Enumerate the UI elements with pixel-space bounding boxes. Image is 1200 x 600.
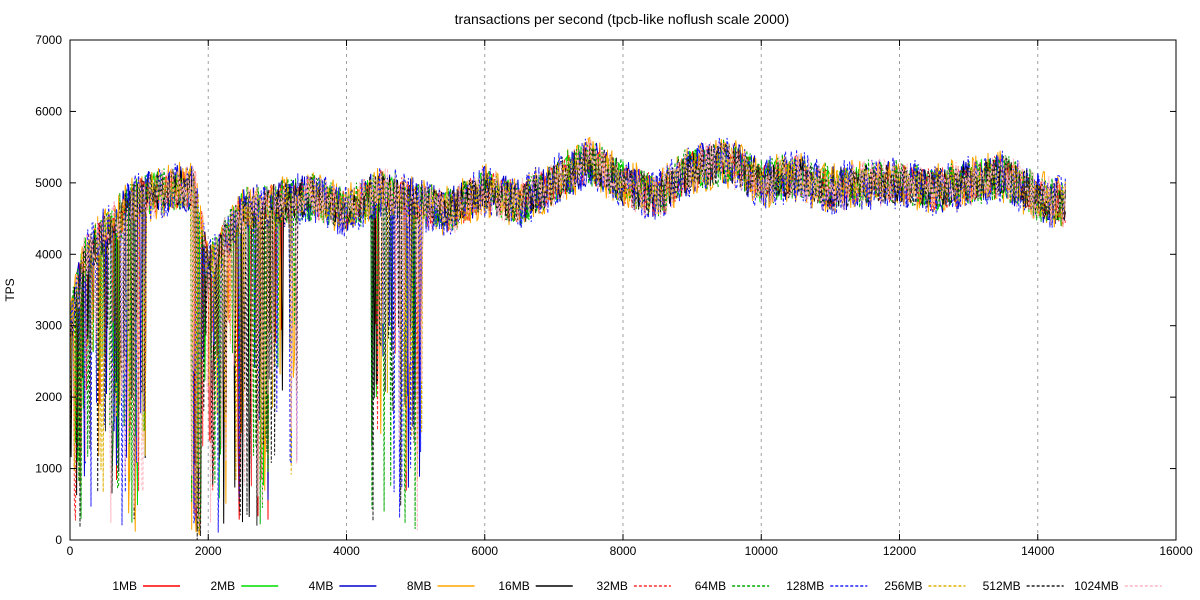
x-tick-label-1: 2000 [195, 544, 222, 558]
series-line-512MB [69, 141, 1066, 540]
legend-label-256MB: 256MB [884, 579, 922, 593]
x-tick-label-7: 14000 [1021, 544, 1055, 558]
y-axis-label: TPS [3, 278, 17, 301]
x-tick-label-2: 4000 [333, 544, 360, 558]
y-tick-label-5: 5000 [35, 176, 62, 190]
series-line-128MB [69, 137, 1066, 533]
legend-label-1024MB: 1024MB [1074, 579, 1119, 593]
series-line-256MB [69, 146, 1066, 532]
y-tick-label-1: 1000 [35, 462, 62, 476]
y-tick-label-3: 3000 [35, 319, 62, 333]
legend-label-128MB: 128MB [786, 579, 824, 593]
x-tick-label-0: 0 [67, 544, 74, 558]
y-tick-label-0: 0 [55, 533, 62, 547]
legend-label-4MB: 4MB [309, 579, 334, 593]
legend: 1MB 2MB 4MB 8MB 16MB 32MB 64MB 128MB 256MB 512MB 1… [112, 579, 1162, 593]
y-tick-label-6: 6000 [35, 104, 62, 118]
legend-label-64MB: 64MB [695, 579, 726, 593]
x-tick-label-5: 10000 [745, 544, 779, 558]
series-line-64MB [69, 138, 1066, 532]
chart-title: transactions per second (tpcb-like noflu… [455, 11, 790, 27]
x-tick-label-4: 8000 [610, 544, 637, 558]
legend-label-8MB: 8MB [407, 579, 432, 593]
y-tick-label-7: 7000 [35, 33, 62, 47]
legend-label-32MB: 32MB [597, 579, 628, 593]
y-tick-label-2: 2000 [35, 390, 62, 404]
series-line-32MB [69, 141, 1066, 525]
legend-label-512MB: 512MB [983, 579, 1021, 593]
legend-label-16MB: 16MB [498, 579, 529, 593]
x-tick-label-6: 12000 [883, 544, 917, 558]
axis-ticks: 0 2000 4000 6000 8000 10000 12000 14000 16000 0 10… [35, 33, 1193, 558]
y-tick-label-4: 4000 [35, 247, 62, 261]
legend-label-1MB: 1MB [112, 579, 137, 593]
x-tick-label-3: 6000 [471, 544, 498, 558]
series-layer [69, 136, 1066, 540]
legend-label-2MB: 2MB [210, 579, 235, 593]
x-tick-label-8: 16000 [1159, 544, 1193, 558]
